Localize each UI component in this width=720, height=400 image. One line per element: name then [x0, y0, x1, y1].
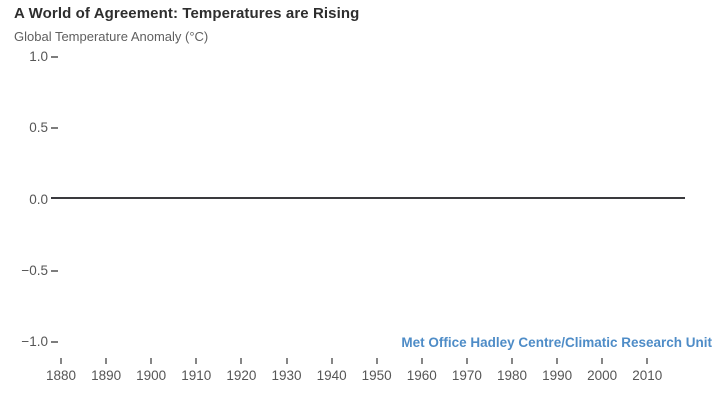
x-tick-mark	[195, 358, 198, 364]
x-tick-mark	[105, 358, 108, 364]
attribution-label: Met Office Hadley Centre/Climatic Resear…	[401, 335, 712, 350]
chart-title: A World of Agreement: Temperatures are R…	[14, 5, 360, 22]
x-tick-label: 1890	[91, 368, 122, 383]
x-tick-label: 1980	[496, 368, 528, 383]
y-tick-label: −0.5	[21, 262, 48, 278]
x-tick-label: 2010	[632, 368, 663, 383]
x-tick-mark	[601, 358, 604, 364]
y-tick-label: 1.0	[29, 49, 48, 64]
x-tick-mark	[646, 358, 649, 364]
x-tick-label: 1970	[451, 368, 482, 383]
x-tick-mark	[60, 358, 62, 364]
zero-baseline-line	[51, 197, 685, 199]
x-tick-label: 1950	[361, 368, 392, 383]
x-tick-mark	[465, 358, 468, 364]
x-tick-mark	[285, 358, 288, 364]
x-tick-label: 1910	[181, 368, 212, 383]
y-tick-mark	[51, 269, 58, 272]
y-tick-label: −1.0	[21, 334, 48, 349]
x-tick-mark	[375, 358, 378, 364]
y-tick-label: 0.5	[29, 120, 48, 136]
x-tick-mark	[330, 358, 333, 364]
x-tick-mark	[556, 358, 559, 364]
x-tick-label: 1930	[271, 368, 302, 383]
x-tick-mark	[150, 358, 153, 364]
x-tick-label: 1900	[136, 368, 167, 383]
y-axis-title: Global Temperature Anomaly (°C)	[14, 29, 209, 44]
y-tick-label: 0.0	[29, 191, 48, 207]
y-tick-mark	[51, 56, 58, 58]
x-tick-label: 1990	[542, 368, 573, 383]
x-tick-mark	[511, 358, 513, 364]
x-tick-mark	[240, 358, 243, 364]
x-tick-label: 1960	[406, 368, 437, 383]
y-tick-mark	[51, 341, 58, 343]
x-tick-label: 1880	[45, 368, 77, 383]
x-tick-label: 1940	[316, 368, 347, 383]
x-tick-label: 1920	[226, 368, 257, 383]
x-tick-label: 2000	[587, 368, 618, 383]
x-tick-mark	[420, 358, 423, 364]
y-tick-mark	[51, 127, 58, 130]
